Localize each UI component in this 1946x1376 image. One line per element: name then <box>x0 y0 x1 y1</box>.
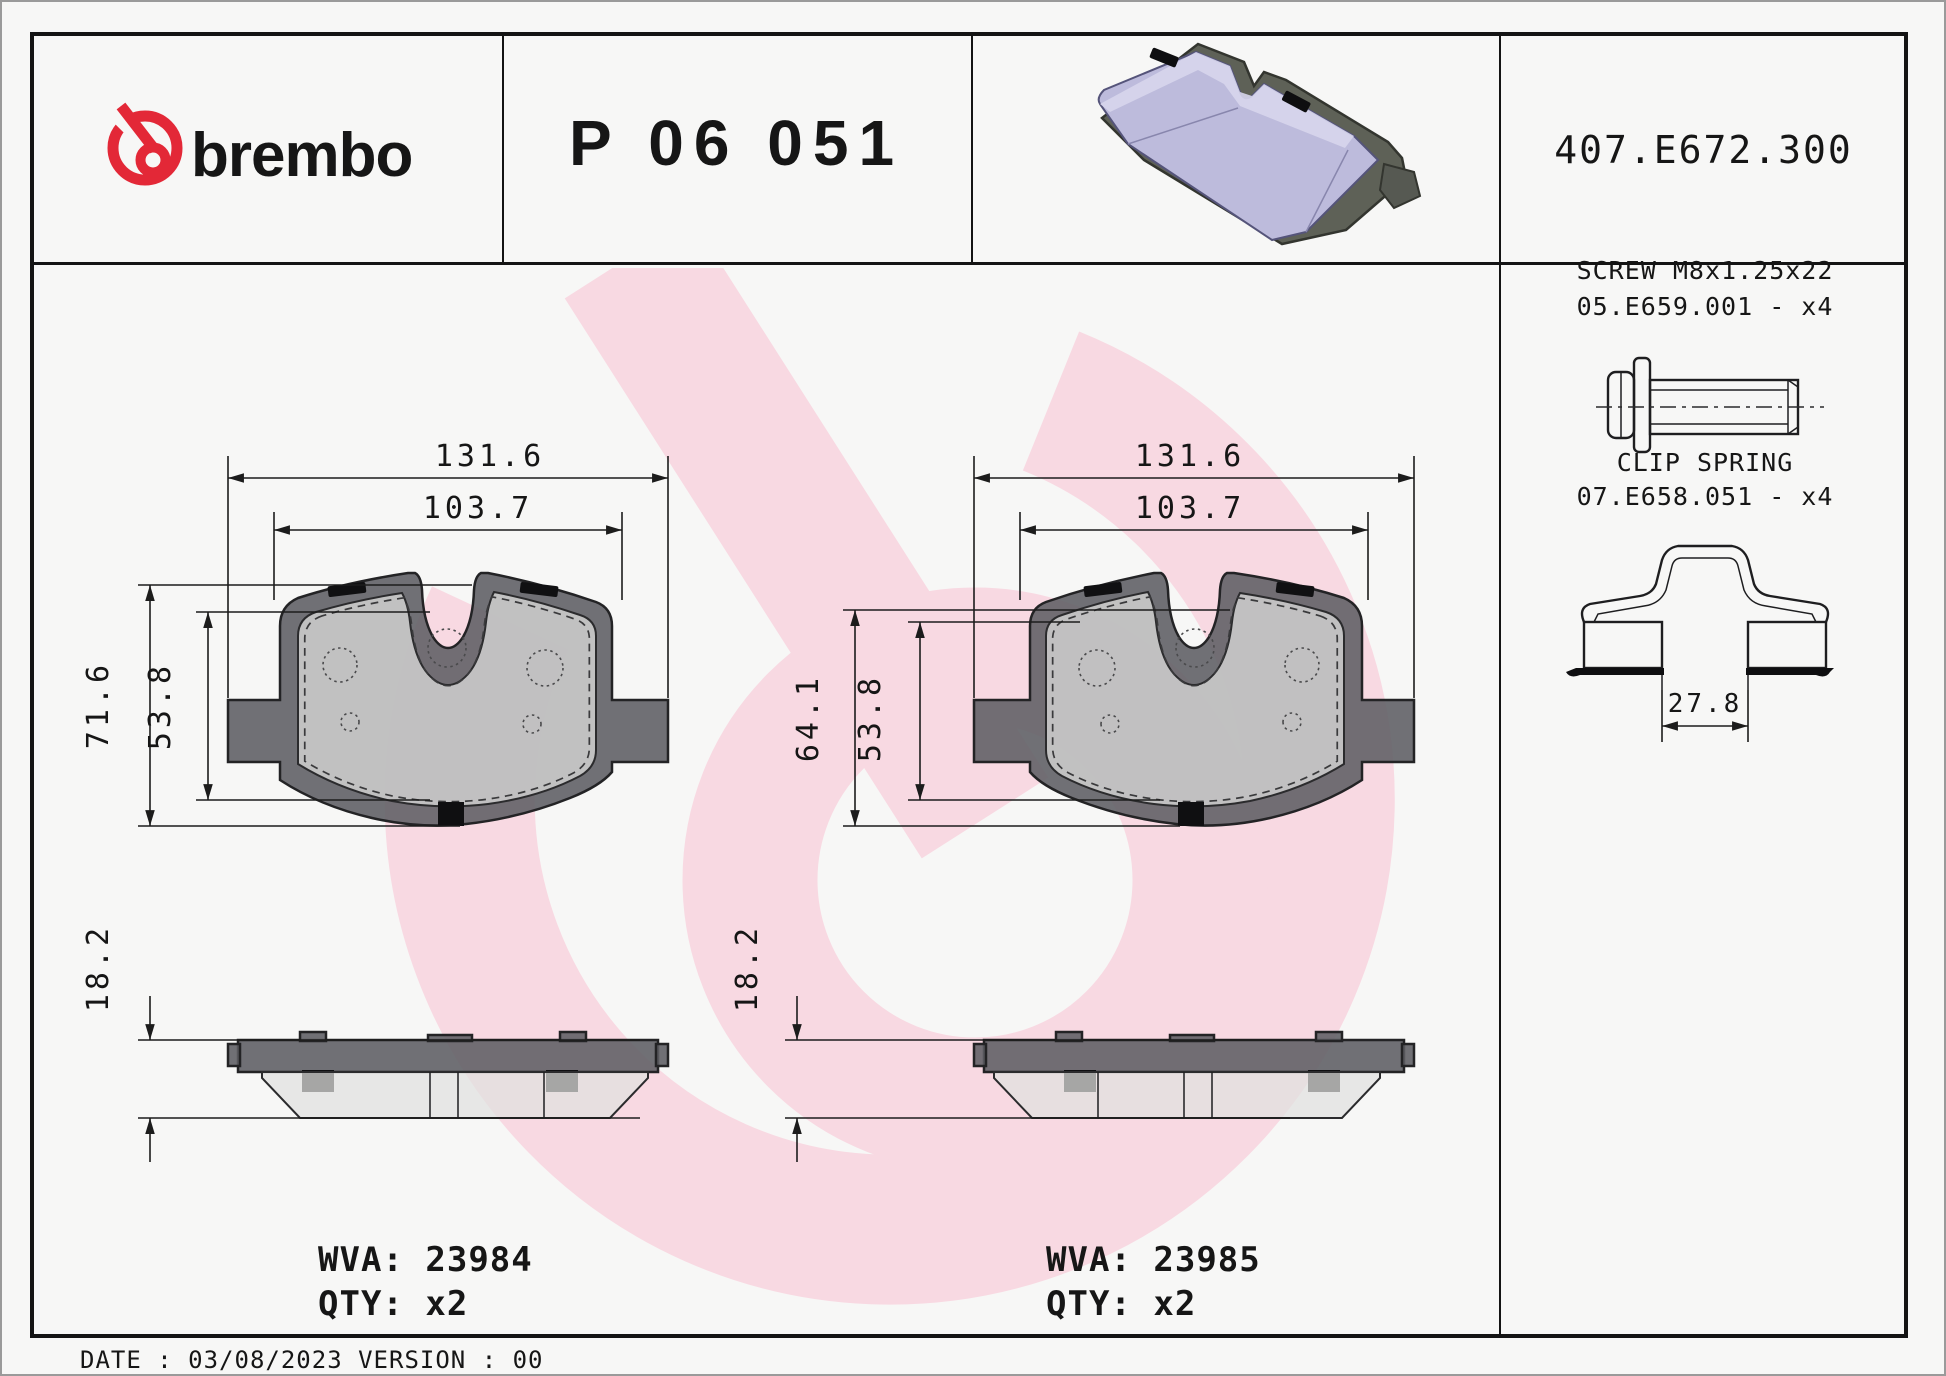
part-number: P 06 051 <box>568 107 905 179</box>
left-wva-label: WVA: <box>318 1240 404 1280</box>
right-qty-label: QTY: <box>1046 1284 1132 1324</box>
dim-clip-spring-width: 27.8 <box>1668 689 1743 719</box>
right-qty-value: x2 <box>1153 1284 1197 1324</box>
screw-name: SCREW M8x1.25x22 <box>1576 256 1834 285</box>
dim-right-overall-width: 131.6 <box>1135 439 1245 474</box>
screw-drawing <box>1596 356 1824 454</box>
left-qty-value: x2 <box>425 1284 469 1324</box>
right-pad-wva-line: WVA: 23985 <box>1046 1238 1261 1282</box>
catalog-number: 407.E672.300 <box>1554 128 1853 172</box>
clip-spring-name: CLIP SPRING <box>1616 448 1794 477</box>
brembo-wordmark: brembo <box>191 121 412 190</box>
clip-spring-drawing: 27.8 <box>1566 544 1834 742</box>
left-wva-number: 23984 <box>425 1240 533 1280</box>
date-label: DATE : <box>80 1346 173 1374</box>
brake-pad-3d-image <box>1097 42 1422 246</box>
version-label: VERSION : <box>358 1346 498 1374</box>
left-pad-id-block: WVA: 23984 QTY: x2 <box>318 1238 533 1326</box>
dim-left-pad-height: 53.8 <box>143 662 178 750</box>
date-value: 03/08/2023 <box>188 1346 343 1374</box>
dim-right-pad-width: 103.7 <box>1135 491 1245 526</box>
header-separator <box>34 262 1908 265</box>
left-qty-label: QTY: <box>318 1284 404 1324</box>
left-pad-qty-line: QTY: x2 <box>318 1282 533 1326</box>
dim-left-overall-width: 131.6 <box>435 439 545 474</box>
header-divider-2 <box>971 36 973 262</box>
right-wva-number: 23985 <box>1153 1240 1261 1280</box>
dim-right-pad-height: 53.8 <box>853 674 888 762</box>
right-pad-id-block: WVA: 23985 QTY: x2 <box>1046 1238 1261 1326</box>
right-wva-label: WVA: <box>1046 1240 1132 1280</box>
left-pad-wva-line: WVA: 23984 <box>318 1238 533 1282</box>
dim-left-pad-width: 103.7 <box>423 491 533 526</box>
dim-right-thickness: 18.2 <box>730 924 765 1012</box>
right-column-divider <box>1499 36 1501 1336</box>
brembo-emblem-icon <box>107 102 183 186</box>
version-value: 00 <box>512 1346 544 1374</box>
right-pad-qty-line: QTY: x2 <box>1046 1282 1261 1326</box>
clip-spring-code: 07.E658.051 - x4 <box>1576 482 1834 511</box>
header-divider-1 <box>502 36 504 262</box>
screw-code: 05.E659.001 - x4 <box>1576 292 1834 321</box>
brembo-logo: brembo <box>107 102 413 190</box>
dim-left-thickness: 18.2 <box>81 924 116 1012</box>
footer-revision-line: DATE : 03/08/2023 VERSION : 00 <box>80 1346 544 1374</box>
dim-right-overall-height: 64.1 <box>791 674 826 762</box>
dim-left-overall-height: 71.6 <box>81 661 116 749</box>
